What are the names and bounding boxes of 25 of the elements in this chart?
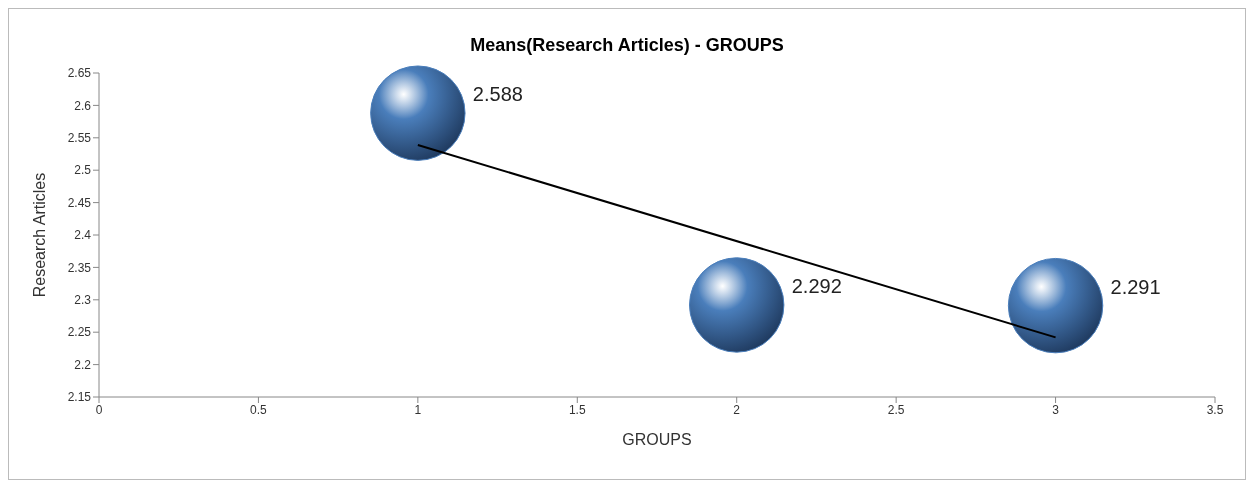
y-tick-label: 2.2 bbox=[74, 357, 92, 372]
y-axis-title: Research Articles bbox=[30, 172, 48, 298]
x-axis-title: GROUPS bbox=[622, 431, 692, 448]
data-label: 2.291 bbox=[1110, 275, 1161, 298]
y-tick-label: 2.6 bbox=[74, 98, 92, 113]
data-label: 2.588 bbox=[472, 83, 523, 106]
x-tick-label: 0 bbox=[95, 402, 103, 417]
x-tick-label: 2.5 bbox=[887, 402, 905, 417]
y-tick-label: 2.25 bbox=[67, 325, 92, 340]
x-tick-label: 1 bbox=[414, 402, 422, 417]
y-tick-label: 2.55 bbox=[67, 131, 92, 146]
chart-title: Means(Research Articles) - GROUPS bbox=[469, 34, 785, 57]
x-tick-label: 0.5 bbox=[250, 402, 268, 417]
y-tick-label: 2.3 bbox=[74, 293, 92, 308]
y-tick-label: 2.35 bbox=[67, 260, 92, 275]
y-tick-label: 2.5 bbox=[74, 163, 92, 178]
y-tick-label: 2.65 bbox=[67, 66, 92, 81]
x-tick-label: 1.5 bbox=[568, 402, 586, 417]
x-tick-label: 2 bbox=[733, 402, 741, 417]
y-tick-label: 2.15 bbox=[67, 390, 92, 405]
data-label: 2.292 bbox=[791, 274, 842, 297]
y-tick-label: 2.45 bbox=[67, 195, 92, 210]
y-tick-label: 2.4 bbox=[74, 228, 92, 243]
x-tick-label: 3.5 bbox=[1206, 402, 1224, 417]
x-tick-label: 3 bbox=[1052, 402, 1060, 417]
